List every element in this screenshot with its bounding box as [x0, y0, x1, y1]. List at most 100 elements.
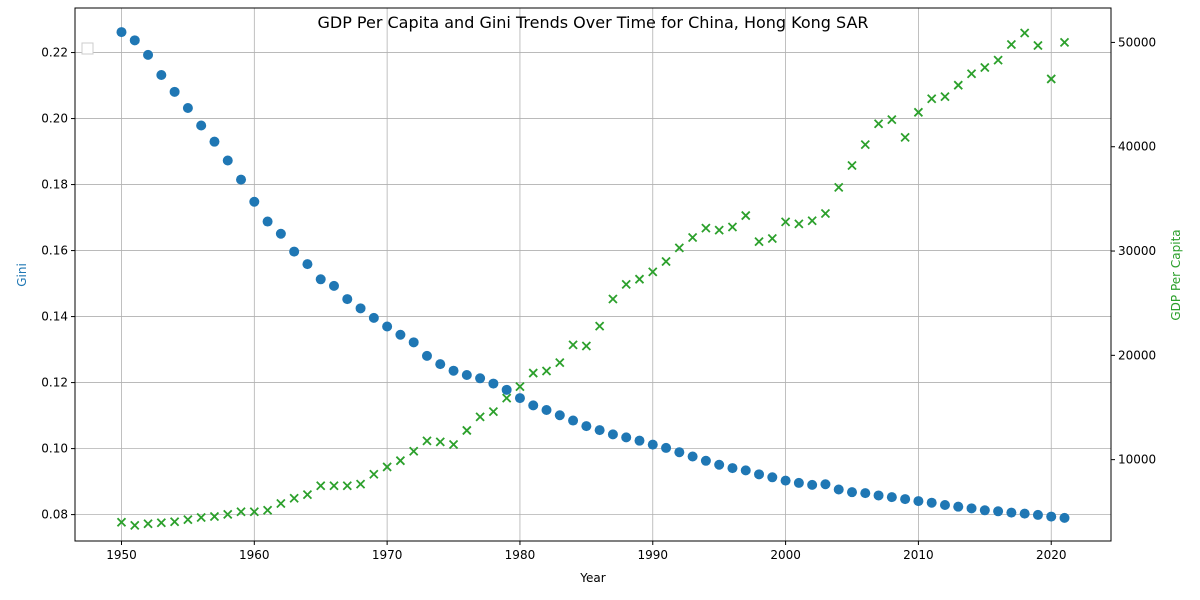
gini-point — [461, 369, 472, 380]
gini-point — [687, 451, 698, 462]
gdp-point — [913, 107, 924, 117]
gdp-point — [382, 462, 392, 472]
y-right-tick-label: 30000 — [1118, 244, 1156, 258]
gdp-point-stroke — [754, 237, 764, 247]
gdp-point — [648, 267, 658, 277]
gdp-point — [515, 381, 525, 392]
gdp-point-stroke — [953, 80, 963, 90]
gini-point — [169, 86, 180, 97]
gdp-point — [209, 511, 220, 522]
gdp-point-stroke — [794, 219, 804, 229]
gini-point — [222, 155, 233, 166]
gdp-point-stroke — [369, 469, 379, 479]
legend-box — [81, 42, 94, 55]
gini-point — [475, 373, 486, 384]
gini-point — [674, 447, 685, 458]
x-tick-label: 1990 — [637, 548, 668, 562]
gdp-point-stroke — [780, 217, 791, 227]
y-left-axis-ticks: 0.08 0.10 0.12 0.14 0.16 0.18 0.20 0.22 — [41, 46, 75, 522]
gini-point — [236, 174, 247, 185]
grid — [75, 8, 1111, 541]
gini-point — [634, 435, 645, 446]
gdp-point — [661, 256, 671, 267]
gdp-point — [873, 119, 884, 129]
gdp-point-stroke — [1006, 39, 1017, 50]
gdp-point — [528, 368, 538, 378]
gdp-point-stroke — [382, 462, 392, 472]
gdp-point — [581, 341, 591, 351]
gdp-point-stroke — [169, 517, 180, 527]
gdp-point-stroke — [873, 119, 884, 129]
gini-point — [754, 469, 765, 480]
gdp-point-stroke — [980, 62, 990, 73]
gini-point — [647, 439, 658, 450]
gdp-point-stroke — [714, 225, 724, 235]
gini-point — [913, 496, 924, 507]
gini-point — [541, 404, 552, 415]
gdp-point — [687, 232, 698, 243]
gini-point — [939, 500, 950, 511]
gdp-series — [116, 28, 1070, 530]
gdp-point — [847, 160, 857, 171]
gdp-point-stroke — [475, 412, 485, 422]
gini-point — [196, 120, 207, 131]
y-left-tick-label: 0.16 — [41, 244, 68, 258]
gdp-point — [395, 456, 406, 466]
x-axis-ticks: 1950 1960 1970 1980 1990 2000 2010 2020 — [106, 541, 1067, 562]
gdp-point — [448, 439, 459, 450]
gdp-point-stroke — [156, 518, 166, 528]
gdp-point — [767, 233, 777, 244]
gdp-point — [262, 505, 273, 515]
x-tick-label: 1950 — [106, 548, 137, 562]
gdp-point — [156, 518, 166, 528]
gdp-point — [342, 481, 352, 491]
gdp-point — [249, 507, 259, 517]
gini-point — [143, 49, 154, 60]
gini-point — [262, 216, 273, 227]
gdp-point-stroke — [488, 407, 499, 417]
gdp-point — [741, 210, 751, 221]
gdp-point — [462, 425, 472, 436]
gini-point — [528, 400, 539, 411]
gdp-point-stroke — [143, 519, 153, 529]
gdp-point-stroke — [860, 140, 870, 150]
gini-point — [275, 228, 286, 239]
gdp-point-stroke — [276, 498, 286, 509]
gdp-point-stroke — [927, 94, 937, 104]
gdp-point-stroke — [316, 481, 326, 491]
gdp-point — [634, 274, 645, 284]
y-right-tick-label: 10000 — [1118, 453, 1156, 467]
gini-point — [607, 429, 618, 440]
gdp-point-stroke — [900, 132, 910, 142]
gdp-point-stroke — [674, 243, 684, 253]
gdp-point-stroke — [196, 512, 206, 523]
gini-point — [847, 487, 857, 498]
gdp-point-stroke — [502, 393, 512, 403]
gdp-point-stroke — [515, 381, 525, 392]
gdp-point — [1046, 74, 1056, 84]
gini-point — [793, 477, 804, 488]
gini-point — [900, 494, 911, 505]
gdp-point-stroke — [236, 507, 246, 517]
gdp-point — [409, 446, 419, 456]
gdp-point — [980, 62, 990, 73]
gdp-point — [966, 69, 977, 79]
gdp-point — [422, 436, 432, 446]
y-left-tick-label: 0.20 — [41, 112, 68, 126]
gini-point — [182, 102, 193, 113]
gdp-point — [130, 520, 140, 530]
gdp-point-stroke — [847, 160, 857, 171]
gini-point — [488, 378, 499, 389]
gini-point — [302, 259, 313, 270]
gini-point — [993, 506, 1004, 517]
y-left-tick-label: 0.08 — [41, 508, 68, 522]
gini-series — [116, 27, 1070, 523]
gdp-point — [369, 469, 379, 479]
x-tick-label: 1960 — [239, 548, 270, 562]
gdp-point — [754, 237, 764, 247]
gini-point — [621, 432, 632, 443]
gini-point — [249, 196, 260, 207]
y-right-tick-label: 20000 — [1118, 348, 1156, 362]
y-right-tick-label: 50000 — [1118, 35, 1156, 49]
gdp-point-stroke — [621, 279, 631, 290]
